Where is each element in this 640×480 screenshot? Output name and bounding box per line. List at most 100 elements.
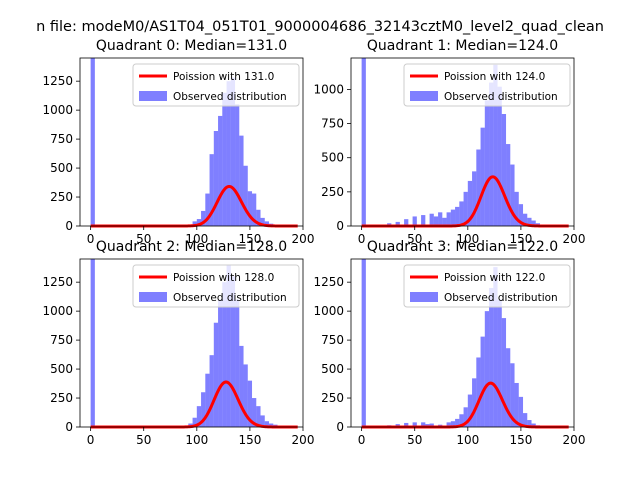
hist-bar xyxy=(438,212,443,226)
x-tick-label: 200 xyxy=(563,433,586,447)
y-tick-label: 500 xyxy=(50,362,73,376)
hist-bar xyxy=(446,422,451,427)
hist-bar xyxy=(501,114,507,226)
hist-bar xyxy=(260,415,265,427)
hist-bar xyxy=(205,193,210,226)
y-tick-label: 1250 xyxy=(42,275,73,289)
axes-frame xyxy=(350,258,575,428)
hist-bar xyxy=(518,204,524,226)
y-tick-label: 250 xyxy=(50,190,73,204)
x-tick-label: 150 xyxy=(238,232,261,246)
hist-bar xyxy=(506,144,511,226)
hist-bar xyxy=(226,81,231,226)
chart-title: Quadrant 3: Median=122.0 xyxy=(367,239,558,255)
hist-bar xyxy=(531,423,536,427)
hist-bar xyxy=(239,135,244,226)
legend-label-observed: Observed distribution xyxy=(173,292,287,304)
hist-bar xyxy=(510,164,515,226)
hist-bar xyxy=(472,378,477,427)
hist-bar xyxy=(239,345,244,427)
chart-3: 0 50 100 150 200 0 250 500 750 1000 1250 Quadrant 3… xyxy=(313,239,585,447)
hist-bar xyxy=(218,299,223,427)
x-tick-label: 150 xyxy=(238,433,261,447)
hist-bar xyxy=(442,217,447,226)
hist-bar xyxy=(459,414,464,427)
x-tick-label: 200 xyxy=(292,433,315,447)
hist-bar xyxy=(209,154,214,226)
legend-label-observed: Observed distribution xyxy=(173,91,287,103)
hist-bar xyxy=(243,165,248,226)
y-tick-label: 1000 xyxy=(42,304,73,318)
chart-title: Quadrant 2: Median=128.0 xyxy=(96,239,287,255)
hist-bar xyxy=(412,216,417,226)
axes-frame xyxy=(350,57,575,227)
figure-suptitle: n file: modeM0/AS1T04_051T01_9000004686_… xyxy=(36,19,604,35)
hist-bar xyxy=(196,219,202,226)
y-tick-label: 750 xyxy=(321,333,344,347)
y-tick-label: 500 xyxy=(50,161,73,175)
legend-label-poisson: Poission with 128.0 xyxy=(173,272,274,284)
hist-bar xyxy=(446,212,451,226)
hist-bar xyxy=(256,406,261,427)
hist-bar xyxy=(527,420,532,427)
hist-bar xyxy=(230,276,236,427)
hist-bar xyxy=(222,282,227,427)
hist-bar xyxy=(531,220,536,226)
x-tick-label: 50 xyxy=(407,433,422,447)
hist-bar xyxy=(510,363,515,427)
x-tick-label: 100 xyxy=(185,433,208,447)
chart-1: 0 50 100 150 200 0 250 500 750 1000 Quadrant 1: Me… xyxy=(313,38,585,246)
hist-bar xyxy=(252,398,257,427)
hist-bar xyxy=(361,58,366,226)
hist-bar xyxy=(90,259,95,427)
hist-bar xyxy=(527,217,532,226)
legend-hist-swatch xyxy=(410,292,438,302)
hist-bar xyxy=(480,127,485,226)
hist-bar xyxy=(497,299,502,427)
y-tick-label: 250 xyxy=(321,391,344,405)
hist-bar xyxy=(518,396,524,427)
hist-bar xyxy=(213,322,219,427)
hist-bar xyxy=(523,413,528,427)
y-tick-label: 750 xyxy=(50,132,73,146)
hist-bar xyxy=(404,422,409,427)
legend-label-poisson: Poission with 124.0 xyxy=(444,71,545,83)
hist-bar xyxy=(201,210,206,226)
hist-bar xyxy=(467,180,473,226)
x-tick-label: 200 xyxy=(292,232,315,246)
hist-bar xyxy=(450,421,456,427)
hist-bar xyxy=(489,287,494,427)
hist-bar xyxy=(455,418,460,427)
hist-bar xyxy=(501,318,507,427)
x-tick-label: 150 xyxy=(509,232,532,246)
x-tick-label: 100 xyxy=(456,433,479,447)
x-tick-label: 150 xyxy=(509,433,532,447)
hist-bar xyxy=(90,58,95,226)
x-tick-label: 0 xyxy=(87,232,95,246)
x-tick-label: 50 xyxy=(136,232,151,246)
y-tick-label: 500 xyxy=(321,151,344,165)
y-tick-label: 1250 xyxy=(42,74,73,88)
y-tick-label: 250 xyxy=(50,391,73,405)
x-tick-label: 50 xyxy=(136,433,151,447)
hist-bar xyxy=(404,219,409,226)
hist-bar xyxy=(467,394,473,427)
hist-bar xyxy=(506,348,511,427)
chart-0: 0 50 100 150 200 0 250 500 750 1000 1250 Quadrant 0… xyxy=(42,38,314,246)
hist-bar xyxy=(247,380,253,427)
hist-bar xyxy=(264,421,270,427)
hist-bar xyxy=(252,193,257,226)
hist-bar xyxy=(247,191,253,226)
hist-bar xyxy=(243,364,248,427)
hist-bar xyxy=(235,104,240,226)
chart-title: Quadrant 0: Median=131.0 xyxy=(96,38,287,54)
y-tick-label: 0 xyxy=(336,219,344,233)
y-tick-label: 500 xyxy=(321,362,344,376)
legend-label-poisson: Poission with 122.0 xyxy=(444,272,545,284)
y-tick-label: 0 xyxy=(65,219,73,233)
hist-bar xyxy=(395,221,400,226)
y-tick-label: 0 xyxy=(336,420,344,434)
hist-bar xyxy=(213,130,219,226)
hist-bar xyxy=(493,64,498,226)
